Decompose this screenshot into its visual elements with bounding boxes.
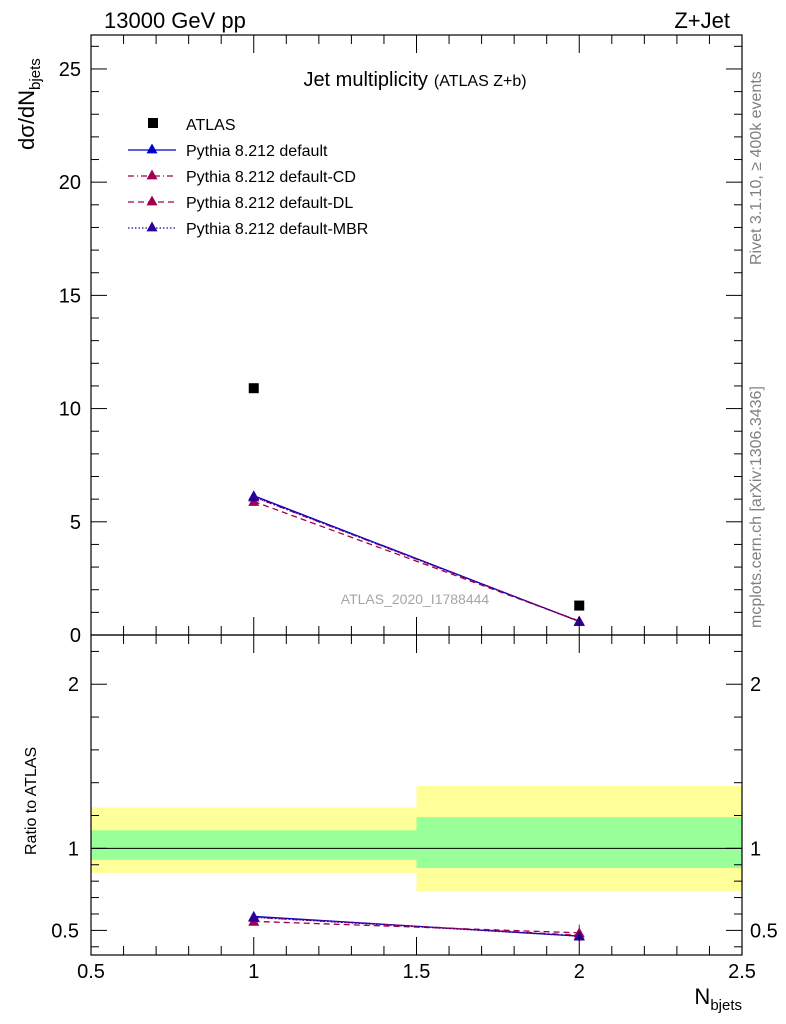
atlas-point [248, 383, 259, 394]
x-tick-label: 1 [248, 961, 259, 983]
chart-title: Jet multiplicity (ATLAS Z+b) [303, 69, 526, 91]
legend-marker [146, 143, 158, 154]
y-tick-label: 15 [59, 285, 81, 307]
ratio-marks [248, 910, 585, 942]
mcplots-label: mcplots.cern.ch [arXiv:1306.3436] [748, 386, 765, 628]
ratio-marker [248, 911, 260, 922]
legend-label: Pythia 8.212 default-DL [186, 195, 353, 212]
y-tick-label: 5 [70, 512, 81, 534]
chart-subtitle: (ATLAS Z+b) [434, 73, 527, 90]
main-y-axis-label: dσ/dNbjets [14, 58, 44, 150]
legend-label: Pythia 8.212 default-CD [186, 169, 356, 186]
main-y-label-text: dσ/dNbjets [14, 58, 44, 150]
ratio-y-tick-label: 2 [68, 674, 79, 696]
main-marks [248, 383, 585, 626]
watermark: ATLAS_2020_I1788444 [341, 591, 490, 607]
x-label-sub: bjets [710, 997, 742, 1014]
series-line [253, 500, 580, 622]
ratio-ticks: 0.5 0.5 1 1 2 2 0.5 1 1.5 2 2.5 [51, 635, 778, 983]
process-label: Z+Jet [674, 8, 730, 33]
x-label-main: N [694, 984, 710, 1009]
ratio-y-tick-label-right: 2 [750, 674, 761, 696]
stat-uncertainty-band [91, 830, 417, 860]
x-axis-label: Nbjets [694, 984, 742, 1014]
rivet-label: Rivet 3.1.10, ≥ 400k events [748, 71, 765, 265]
x-tick-label: 2.5 [728, 961, 756, 983]
ratio-bands [91, 785, 742, 891]
y-label-sub: bjets [27, 58, 44, 90]
y-label-main: dσ/dN [14, 90, 39, 150]
y-tick-label: 10 [59, 399, 81, 421]
ratio-line [253, 916, 580, 936]
y-tick-label: 20 [59, 172, 81, 194]
energy-label: 13000 GeV pp [104, 8, 246, 33]
chart-title-text: Jet multiplicity [303, 69, 427, 91]
legend-atlas-marker [148, 118, 158, 128]
ratio-y-tick-label: 0.5 [51, 920, 79, 942]
ratio-y-tick-label: 1 [68, 838, 79, 860]
legend-marker [146, 221, 158, 232]
y-tick-label: 25 [59, 59, 81, 81]
legend: ATLAS Pythia 8.212 default Pythia 8.212 de… [128, 117, 368, 238]
legend-label: Pythia 8.212 default-MBR [186, 221, 368, 238]
ratio-y-label: Ratio to ATLAS [23, 747, 40, 855]
ratio-line [253, 920, 580, 934]
ratio-marker [573, 930, 585, 941]
legend-marker [146, 195, 158, 206]
main-panel: 0 5 10 15 20 25 ATLAS_2020_I1788444 Jet multi… [14, 34, 743, 647]
x-tick-label: 1.5 [403, 961, 431, 983]
legend-label: Pythia 8.212 default [186, 143, 328, 160]
legend-label: ATLAS [186, 117, 236, 134]
ratio-y-tick-label-right: 1 [750, 838, 761, 860]
series-marker [248, 491, 260, 502]
y-tick-label: 0 [70, 625, 81, 647]
main-ticks: 0 5 10 15 20 25 [59, 35, 743, 647]
x-label-text: Nbjets [694, 984, 742, 1014]
ratio-panel: 0.5 0.5 1 1 2 2 0.5 1 1.5 2 2.5 Ratio to ATLAS Nbj… [23, 634, 778, 1014]
x-tick-label: 2 [574, 961, 585, 983]
main-title: Jet multiplicity (ATLAS Z+b) [303, 69, 526, 91]
stat-uncertainty-band [416, 817, 742, 869]
atlas-point [574, 600, 585, 611]
ratio-y-tick-label-right: 0.5 [750, 920, 778, 942]
legend-marker [146, 169, 158, 180]
series-line [253, 496, 580, 623]
x-tick-label: 0.5 [77, 961, 105, 983]
